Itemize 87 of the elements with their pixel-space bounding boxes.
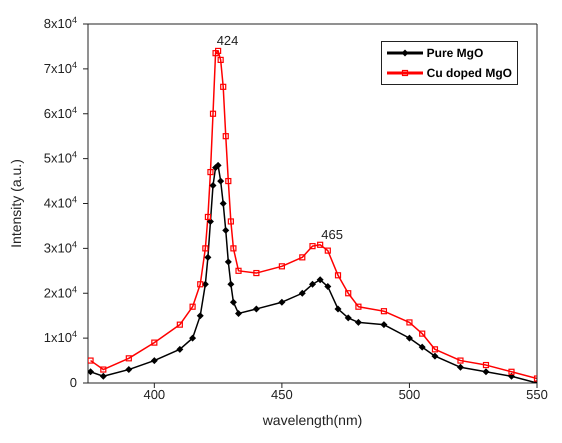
y-tick-label: 1x10$^{4}$ [44,329,77,346]
y-tick-label: 0 [70,375,77,390]
x-axis-title: wavelength(nm) [262,412,362,428]
x-tick-label: 500 [398,387,420,402]
point [88,368,94,376]
point [88,357,94,364]
point [204,254,212,261]
point [210,110,216,117]
point [309,280,316,288]
point [418,344,426,351]
point [235,310,242,317]
point [482,368,490,376]
point [324,283,332,290]
y-tick-label: 5x10$^{4}$ [44,150,77,166]
point [317,242,324,248]
point [228,218,234,225]
point [380,321,388,328]
point [202,245,208,252]
point [482,362,490,368]
point [227,280,234,288]
point [299,254,306,260]
point [508,368,515,375]
point [324,248,331,254]
point [316,276,324,284]
point [212,50,219,56]
point [100,366,106,373]
point [344,314,352,322]
y-tick-label: 6x10$^{4}$ [44,104,77,121]
point [230,298,237,306]
point [150,357,158,364]
point [345,290,352,296]
point [354,318,362,326]
point [220,84,226,90]
point [220,200,227,207]
point [196,312,204,320]
point [215,48,222,54]
point [224,258,232,266]
point [298,290,306,297]
y-tick-label: 3x10$^{4}$ [44,239,77,256]
point [278,298,286,306]
point [355,304,362,310]
point [334,305,342,312]
point [176,322,183,328]
point [431,352,438,360]
point [230,245,237,252]
point [176,346,184,353]
point [432,346,438,352]
y-axis-title: Intensity (a.u.) [8,159,24,248]
point [217,178,224,185]
point [419,330,426,337]
point [151,340,158,346]
point [222,226,230,234]
y-tick-label: 4x10$^{4}$ [44,194,77,210]
point [218,56,224,63]
point [126,355,132,362]
legend-label: Pure MgO [426,45,484,62]
point [125,366,132,374]
y-tick-label: 7x10$^{4}$ [44,60,77,76]
annotation: 465 [321,226,344,242]
point [189,334,196,342]
legend-label: Cu doped MgO [426,65,512,82]
point [197,281,204,288]
point [406,319,413,326]
point [204,214,212,220]
point [457,357,464,364]
x-tick-label: 550 [526,387,548,402]
annotation: 424 [216,32,238,48]
point [235,268,242,274]
point [207,168,214,176]
point [189,304,196,310]
point [406,334,413,342]
y-tick-label: 8x10$^{4}$ [44,15,77,31]
point [334,272,342,278]
point [210,182,217,190]
point [253,270,260,276]
y-tick-label: 2x10$^{4}$ [44,284,77,300]
point [252,305,260,312]
x-tick-label: 400 [143,387,166,402]
point [278,263,285,270]
point [222,133,229,140]
point [456,364,464,371]
point [309,243,316,250]
point [214,162,222,169]
point [225,178,232,184]
point [380,308,388,314]
point [100,372,107,380]
x-tick-label: 450 [271,387,293,402]
